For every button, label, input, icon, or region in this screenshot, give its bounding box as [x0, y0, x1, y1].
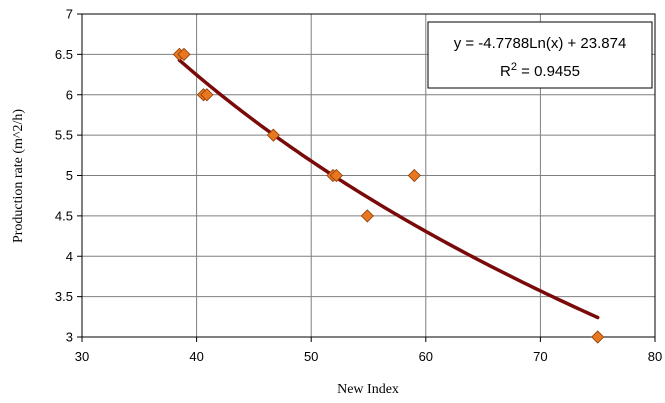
y-tick-label: 5: [66, 168, 73, 183]
y-tick-label: 3.5: [55, 289, 73, 304]
x-tick-label: 30: [75, 349, 89, 364]
r-squared-text: R2 = 0.9455: [500, 61, 580, 80]
r-squared-exponent: 2: [511, 61, 517, 73]
data-point: [591, 330, 605, 344]
x-tick-label: 40: [189, 349, 203, 364]
equation-box-frame: [427, 21, 653, 89]
data-point: [200, 88, 214, 102]
y-axis-title: Production rate (m^2/h): [11, 109, 26, 243]
trendline: [177, 58, 600, 320]
data-points: [172, 47, 605, 344]
data-point: [360, 209, 374, 223]
equation-box: y = -4.7788Ln(x) + 23.874 R2 = 0.9455: [427, 21, 653, 89]
data-point: [329, 168, 343, 183]
y-tick-label: 5.5: [55, 128, 73, 143]
y-tick-label: 6: [66, 87, 73, 102]
r-squared-value: = 0.9455: [517, 63, 580, 80]
x-tick-label: 80: [648, 349, 662, 364]
data-point: [407, 168, 421, 183]
equation-text: y = -4.7788Ln(x) + 23.874: [454, 35, 627, 52]
y-tick-label: 7: [66, 7, 73, 22]
data-point: [177, 47, 191, 61]
x-tick-label: 70: [533, 349, 547, 364]
x-axis-title: New Index: [337, 382, 399, 397]
y-tick-label: 3: [66, 330, 73, 345]
x-tick-label: 60: [419, 349, 433, 364]
y-tick-label: 6.5: [55, 47, 73, 62]
r-squared-label: R: [500, 63, 511, 80]
y-tick-label: 4.5: [55, 208, 73, 223]
y-tick-label: 4: [66, 249, 73, 264]
x-axis: 30 40 50 60 70 80: [75, 337, 662, 364]
x-tick-label: 50: [304, 349, 318, 364]
y-axis: 3 3.5 4 4.5 5 5.5 6 6.5 7: [55, 7, 82, 345]
data-point: [266, 128, 280, 142]
